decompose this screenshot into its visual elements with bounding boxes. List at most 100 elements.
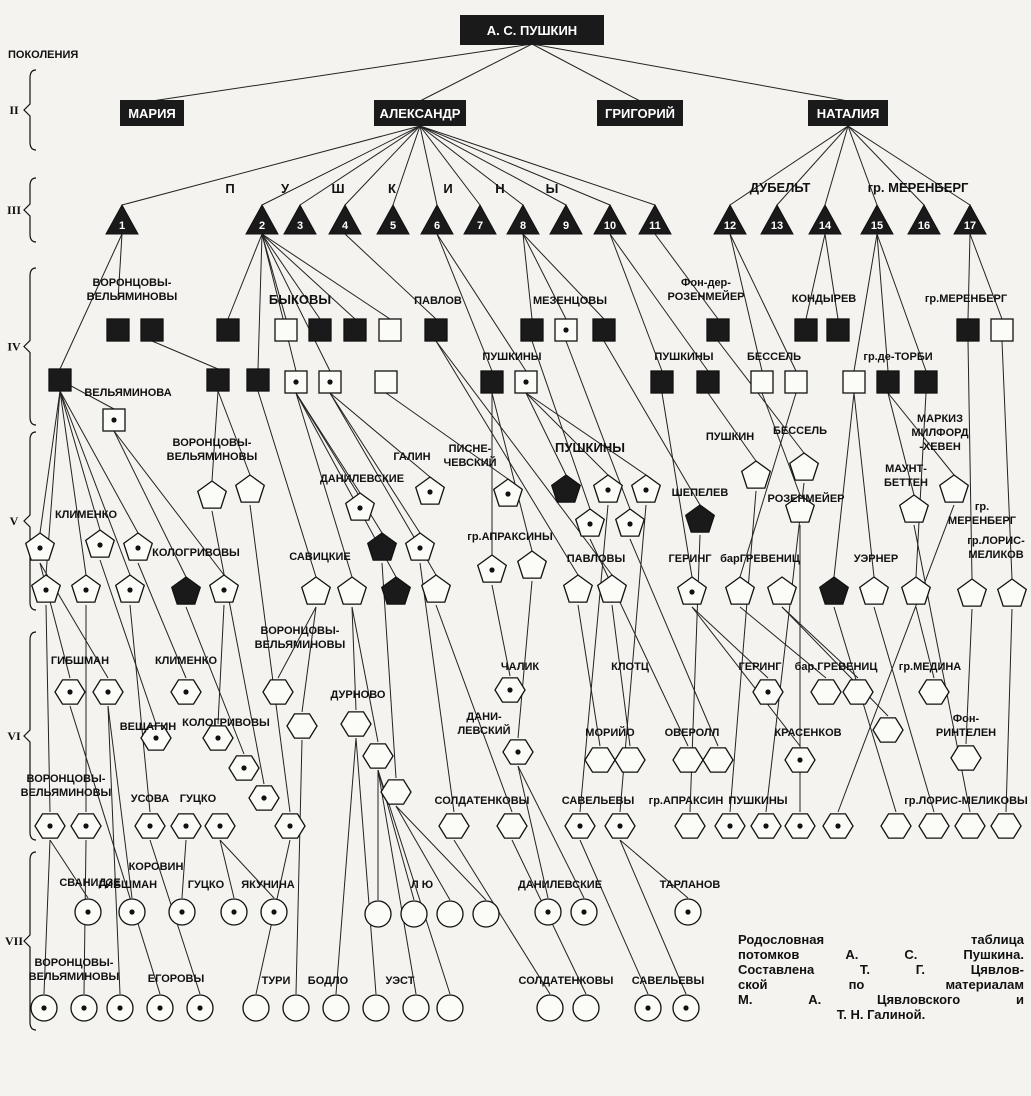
connection-line <box>295 392 353 578</box>
name-label: ГИБШМАН <box>99 879 157 891</box>
connection-line <box>887 392 915 496</box>
connection-line <box>355 737 377 995</box>
name-label: РОЗЕНМЕЙЕР <box>768 492 845 505</box>
connection-line <box>967 233 971 320</box>
filled-square-marker <box>140 318 164 342</box>
open-square-marker <box>274 318 298 342</box>
connection-line <box>873 606 935 813</box>
connection-line <box>261 233 356 320</box>
connection-line <box>781 606 859 679</box>
name-label: ШЕПЕЛЕВ <box>672 487 729 499</box>
connection-line <box>43 839 51 995</box>
filled-square-marker <box>343 318 367 342</box>
hexagon-dot <box>183 689 189 695</box>
filled-square-marker <box>106 318 130 342</box>
circle-dot <box>685 909 691 915</box>
hexagon-marker <box>362 743 394 769</box>
triangle-marker <box>328 203 362 235</box>
name-label: ВЕЛЬЯМИНОВЫ <box>167 451 258 463</box>
circle-dot <box>581 909 587 915</box>
connection-line <box>435 604 513 813</box>
caption: Родословная таблица потомков А. С. Пушки… <box>738 932 1024 1022</box>
hexagon-dot <box>67 689 73 695</box>
filled-square-marker <box>696 370 720 394</box>
connection-line <box>453 839 551 995</box>
connection-line <box>227 233 263 320</box>
connection-line <box>729 233 797 372</box>
hexagon-dot <box>763 823 769 829</box>
pentagon-marker <box>562 574 594 603</box>
hexagon-marker <box>340 711 372 737</box>
connection-line <box>522 233 533 320</box>
caption-line-2: потомков А. С. Пушкина. <box>738 947 1024 962</box>
generation-number: II <box>9 103 19 117</box>
connection-line <box>299 125 421 206</box>
connection-line <box>39 390 61 534</box>
name-label: ОВЕРОЛЛ <box>665 727 720 739</box>
filled-square-marker <box>246 368 270 392</box>
hexagon-marker <box>842 679 874 705</box>
connection-line <box>249 504 291 813</box>
connection-line <box>351 606 357 711</box>
name-label: СВАНИДЗЕ <box>59 877 120 889</box>
connection-line <box>1005 608 1013 813</box>
filled-square-marker <box>592 318 616 342</box>
connection-line <box>301 606 317 713</box>
name-label: гр.ЛОРИС- <box>967 535 1025 547</box>
connection-line <box>257 233 263 370</box>
connection-line <box>59 390 101 531</box>
hexagon-dot <box>287 823 293 829</box>
connection-line <box>219 839 275 899</box>
circle-dot <box>545 909 551 915</box>
hexagon-marker <box>584 747 616 773</box>
hexagon-dot <box>515 749 521 755</box>
triangle-marker <box>638 203 672 235</box>
hexagon-marker <box>950 745 982 771</box>
connection-line <box>739 392 797 578</box>
pentagon-dot <box>587 521 593 527</box>
triangle-marker <box>463 203 497 235</box>
triangle-marker <box>420 203 454 235</box>
connection-line <box>261 233 321 320</box>
open-square-marker <box>784 370 808 394</box>
name-label: ДАНИЛЕВСКИЕ <box>320 473 404 485</box>
connection-line <box>344 125 421 206</box>
triangle-number: 12 <box>724 220 736 232</box>
connection-line <box>969 233 1003 320</box>
hexagon-marker <box>810 679 842 705</box>
generation-bracket <box>23 851 37 1031</box>
filled-square-marker <box>216 318 240 342</box>
connection-line <box>833 392 855 578</box>
connection-line <box>217 604 225 725</box>
triangle-marker <box>245 203 279 235</box>
hexagon-dot <box>835 823 841 829</box>
name-label: ВОРОНЦОВЫ- <box>27 773 106 785</box>
name-label: ТАРЛАНОВ <box>660 879 721 891</box>
connection-line <box>629 538 719 747</box>
filled-pentagon-marker <box>550 474 582 503</box>
generation-bracket <box>23 431 37 611</box>
connection-line <box>491 584 511 677</box>
generation-number: IV <box>7 340 21 354</box>
hexagon-dot <box>47 823 53 829</box>
square-dot <box>293 379 299 385</box>
connection-line <box>419 125 481 206</box>
connection-line <box>522 233 605 320</box>
triangle-number: 1 <box>119 220 125 232</box>
triangle-marker <box>860 203 894 235</box>
name-label: ЛЕВСКИЙ <box>457 724 510 737</box>
hexagon-dot <box>765 689 771 695</box>
child-3-label: ГРИГОРИЙ <box>605 106 675 121</box>
name-label: МЕРЕНБЕРГ <box>948 515 1017 527</box>
hexagon-dot <box>241 765 247 771</box>
pentagon-dot <box>689 589 695 595</box>
hexagon-marker <box>496 813 528 839</box>
connection-line <box>261 125 421 206</box>
connection-line <box>261 233 331 372</box>
name-label: ГИБШМАН <box>51 655 109 667</box>
pushkiny-letter: У <box>281 181 290 196</box>
triangle-number: 2 <box>259 220 265 232</box>
name-label: САВИЦКИЕ <box>289 551 350 563</box>
circle-marker <box>362 994 390 1022</box>
hexagon-dot <box>183 823 189 829</box>
